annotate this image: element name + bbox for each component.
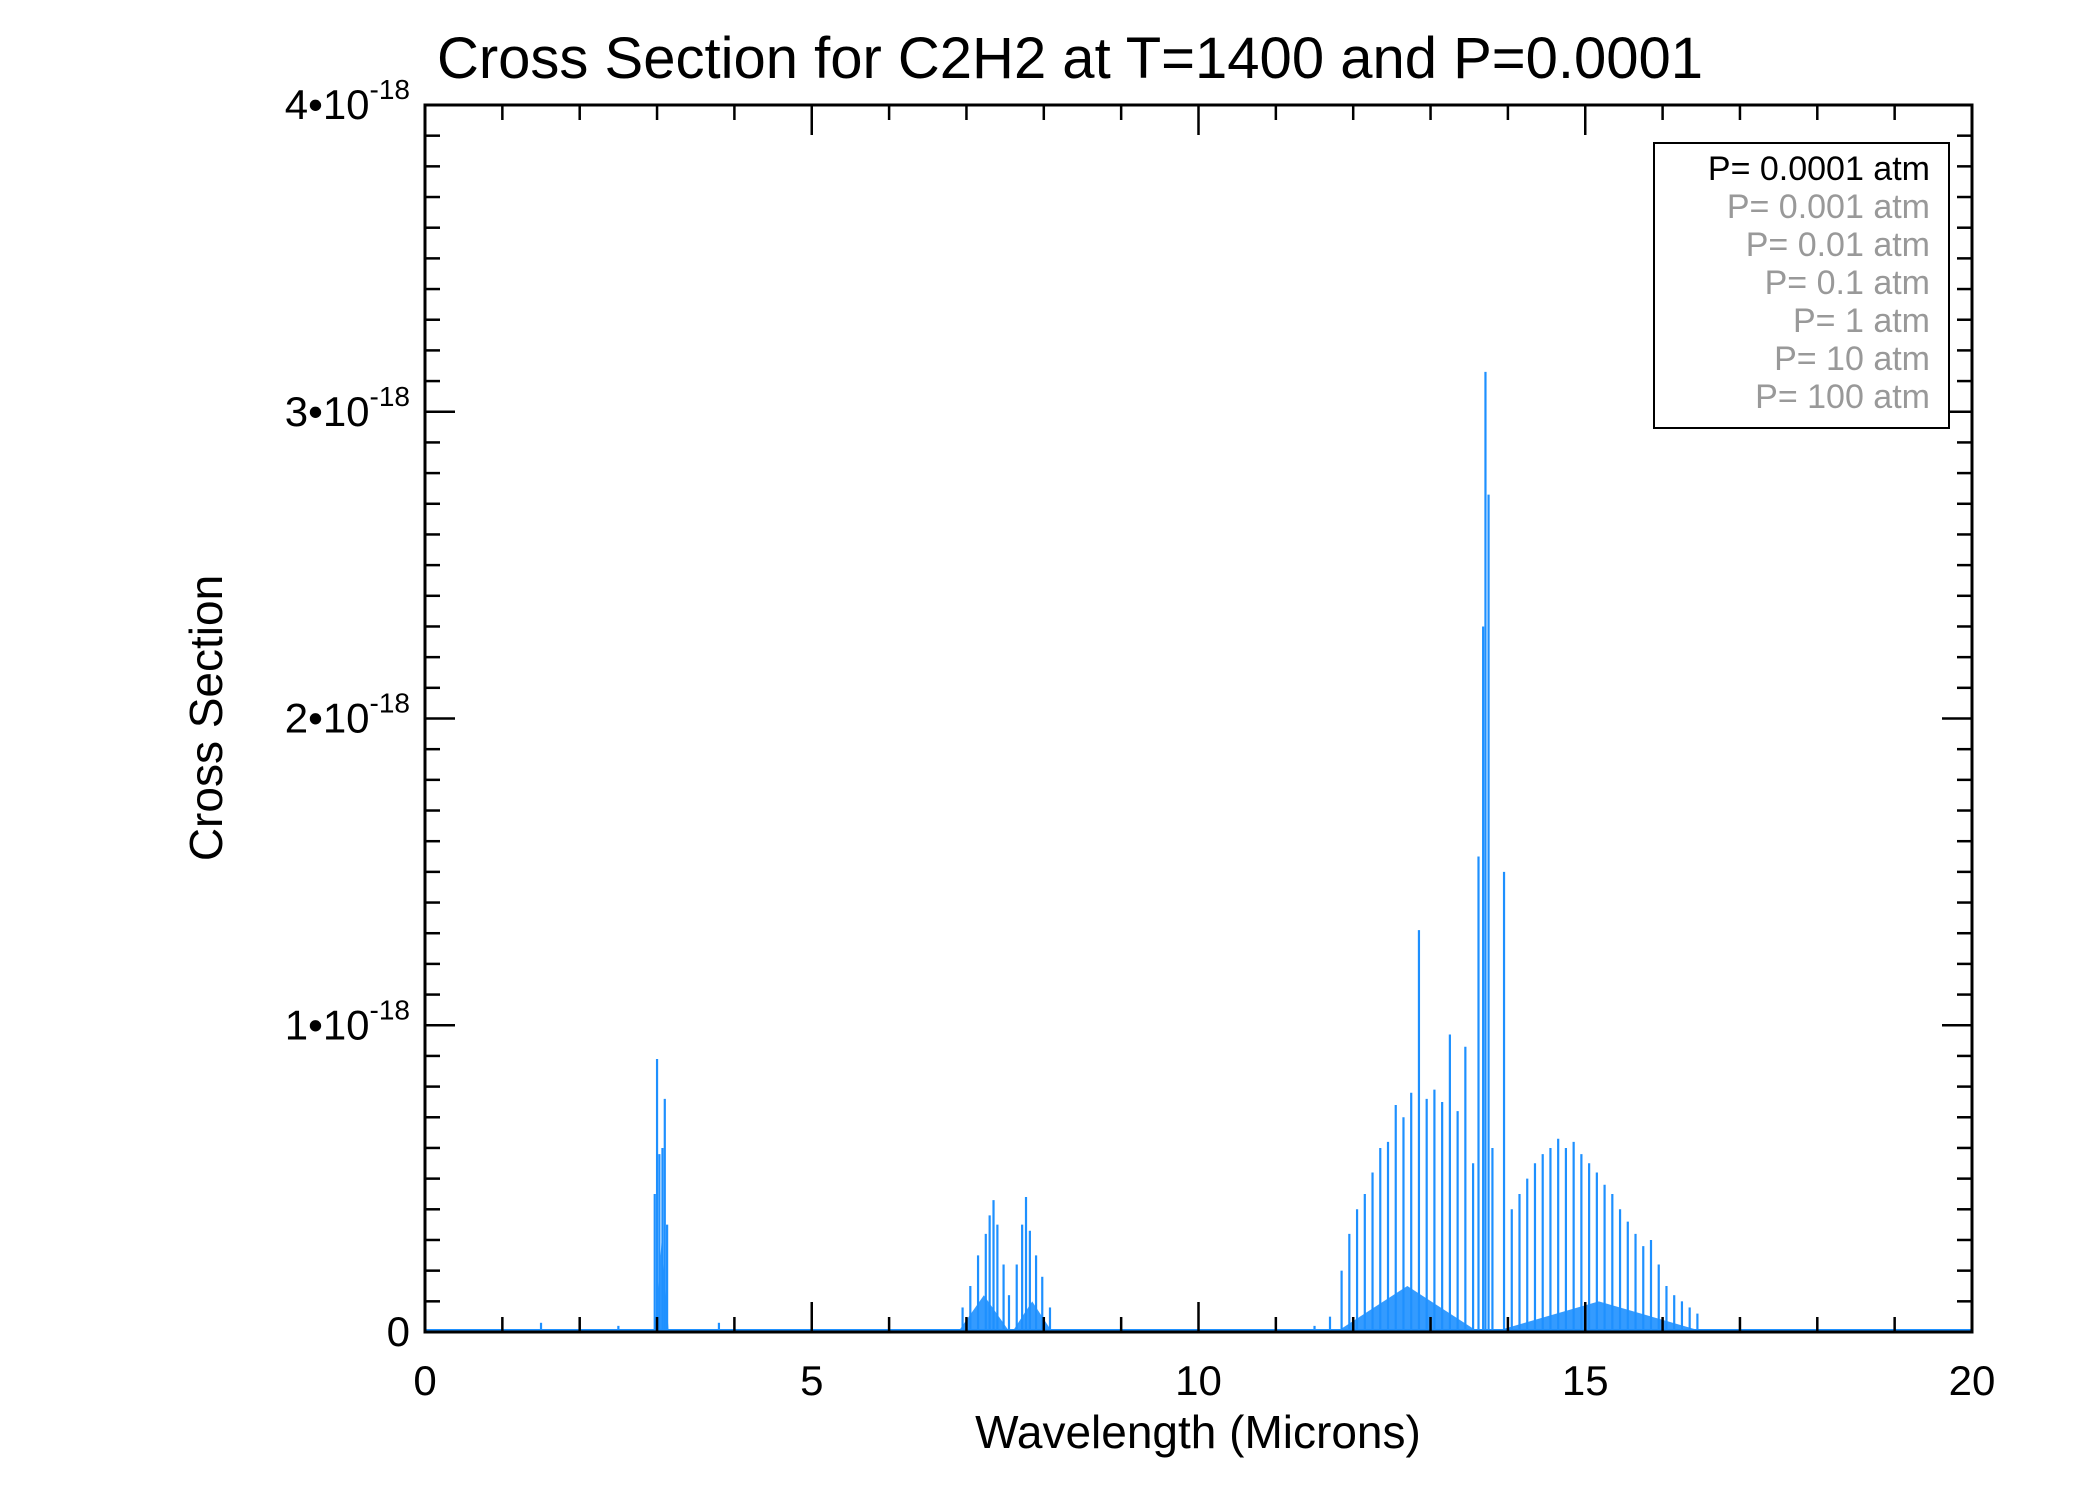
y-tick-label: 0 bbox=[387, 1308, 410, 1355]
x-tick-label: 20 bbox=[1949, 1357, 1996, 1404]
y-tick-labels: 0 1•10-18 2•10-18 3•10-18 4•10-18 bbox=[285, 74, 410, 1355]
series-band bbox=[1496, 1301, 1702, 1331]
y-tick-label: 1•10-18 bbox=[285, 994, 410, 1048]
x-axis-label: Wavelength (Microns) bbox=[975, 1406, 1421, 1458]
legend-entry: P= 1 atm bbox=[1793, 302, 1930, 340]
legend-entry: P= 10 atm bbox=[1774, 340, 1930, 378]
legend-entry: P= 0.0001 atm bbox=[1708, 150, 1930, 188]
chart-title: Cross Section for C2H2 at T=1400 and P=0… bbox=[437, 26, 1703, 91]
legend-box bbox=[1653, 142, 1950, 429]
series-band bbox=[958, 1295, 1009, 1331]
legend-entry: P= 100 atm bbox=[1755, 378, 1930, 416]
x-tick-label: 5 bbox=[800, 1357, 823, 1404]
plot-frame bbox=[423, 103, 1974, 1334]
x-tick-labels: 0 5 10 15 20 bbox=[413, 1357, 1995, 1404]
series-layer bbox=[425, 371, 1972, 1331]
y-axis-label: Cross Section bbox=[180, 575, 232, 861]
y-tick-label: 3•10-18 bbox=[285, 381, 410, 435]
x-tick-label: 10 bbox=[1175, 1357, 1222, 1404]
legend-entry: P= 0.01 atm bbox=[1746, 226, 1930, 264]
y-tick-label: 4•10-18 bbox=[285, 74, 410, 128]
series-band bbox=[1337, 1285, 1477, 1331]
series-band bbox=[1012, 1301, 1052, 1331]
legend-entry: P= 0.1 atm bbox=[1765, 264, 1930, 302]
legend-entry: P= 0.001 atm bbox=[1727, 188, 1930, 226]
x-tick-label: 0 bbox=[413, 1357, 436, 1404]
x-tick-label: 15 bbox=[1562, 1357, 1609, 1404]
series-band bbox=[654, 1239, 669, 1331]
y-tick-label: 2•10-18 bbox=[285, 688, 410, 742]
